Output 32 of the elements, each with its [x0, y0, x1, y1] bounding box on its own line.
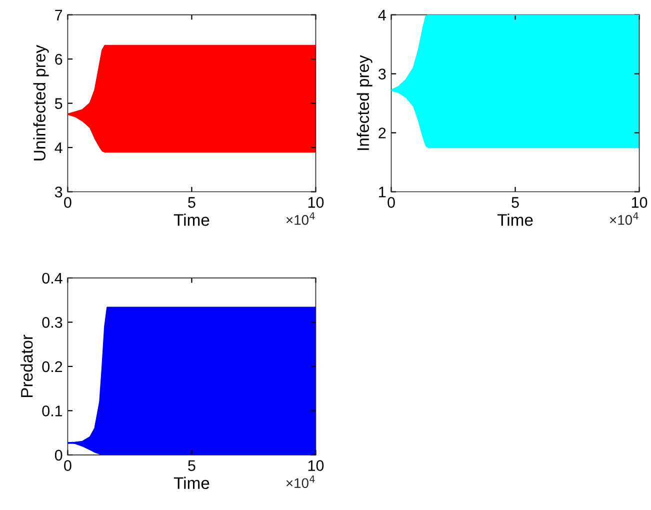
x-axis-title: Time	[174, 476, 210, 490]
y-axis-title: Uninfected prey	[33, 44, 49, 160]
x-tick-label: 0	[64, 197, 72, 208]
y-tick-label: 0.1	[42, 406, 62, 416]
x-tick-label: 5	[188, 197, 196, 208]
x-tick-label: 10	[308, 197, 324, 208]
y-axis-title: Infected prey	[356, 55, 372, 150]
x-tick-label: 0	[388, 197, 395, 208]
text: ×10$^{4}$	[286, 475, 315, 488]
y-tick-label: 0.2	[42, 361, 62, 372]
y-tick-label: 6	[55, 54, 62, 65]
x-tick-label: 5	[188, 460, 196, 472]
y-tick-label: 0.3	[42, 317, 62, 328]
y-tick-label: 0.4	[42, 272, 62, 284]
y-tick-label: 3	[378, 68, 386, 80]
x-axis-title: Time	[174, 214, 210, 226]
text: ×10$^{4}$	[286, 212, 315, 225]
y-tick-label: 3	[54, 186, 62, 198]
x-axis-title: Time	[497, 214, 533, 226]
text: ×10$^{4}$	[610, 212, 638, 225]
y-tick-label: 7	[55, 10, 62, 20]
x-tick-label: 10	[308, 460, 324, 472]
x-tick-label: 5	[512, 197, 519, 208]
y-tick-label: 1	[379, 186, 386, 198]
x-tick-label: 0	[64, 460, 72, 472]
y-tick-label: 0	[54, 450, 62, 461]
y-tick-label: 2	[378, 128, 386, 138]
y-axis-title: Predator	[20, 334, 33, 398]
y-tick-label: 4	[54, 142, 62, 154]
x-tick-label: 10	[632, 197, 648, 208]
y-tick-label: 4	[378, 10, 386, 20]
y-tick-label: 5	[54, 98, 62, 109]
